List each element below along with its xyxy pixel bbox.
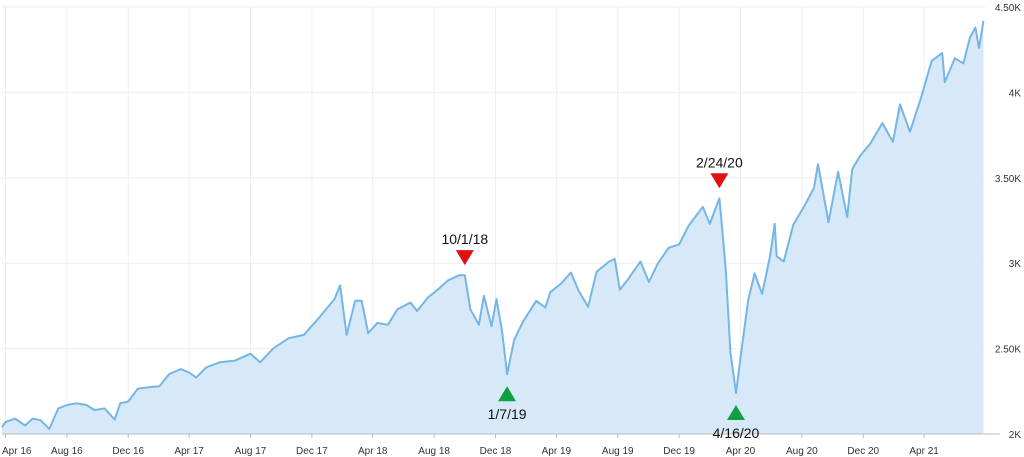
x-tick-label: Apr 18	[358, 446, 388, 457]
x-tick-label: Aug 17	[235, 446, 267, 457]
x-tick-label: Apr 19	[542, 446, 572, 457]
trough-label: 4/16/20	[713, 425, 760, 441]
y-tick-label: 3.50K	[995, 174, 1021, 185]
x-tick-label: Apr 20	[726, 446, 756, 457]
trough-marker-icon	[726, 405, 745, 421]
x-tick-label: Apr 17	[174, 446, 204, 457]
chart-annotations: 10/1/18 1/7/19 2/24/20 4/16/20	[441, 154, 759, 441]
x-tick-label: Aug 20	[786, 446, 818, 457]
y-tick-label: 2K	[1009, 430, 1022, 441]
series-area-fill	[2, 20, 984, 434]
x-tick-label: Apr 21	[909, 446, 939, 457]
y-tick-label: 4.50K	[995, 3, 1021, 14]
series-line	[1, 20, 985, 430]
x-tick-label: Dec 18	[480, 446, 512, 457]
x-tick-label: Dec 20	[847, 446, 879, 457]
y-axis-ticks: 2K 2.50K 3K 3.50K 4K 4.50K	[995, 3, 1021, 441]
y-tick-label: 4K	[1009, 88, 1022, 99]
x-tick-label: Aug 18	[418, 446, 450, 457]
x-tick-label: Aug 16	[51, 446, 83, 457]
x-tick-label: Aug 19	[602, 446, 634, 457]
x-axis-ticks: Apr 16 Aug 16 Dec 16 Apr 17 Aug 17 Dec 17 Apr …	[2, 434, 939, 457]
peak-label: 10/1/18	[441, 231, 488, 247]
x-tick-label: Dec 17	[296, 446, 328, 457]
trough-marker-icon	[498, 386, 517, 402]
x-tick-label: Dec 16	[112, 446, 144, 457]
x-tick-label: Apr 16	[2, 446, 32, 457]
peak-marker-icon	[710, 173, 729, 189]
peak-label: 2/24/20	[696, 154, 743, 170]
peak-marker-icon	[455, 250, 474, 266]
y-tick-label: 3K	[1009, 259, 1022, 270]
y-tick-label: 2.50K	[995, 345, 1021, 356]
trough-label: 1/7/19	[488, 406, 527, 422]
x-tick-label: Dec 19	[663, 446, 695, 457]
